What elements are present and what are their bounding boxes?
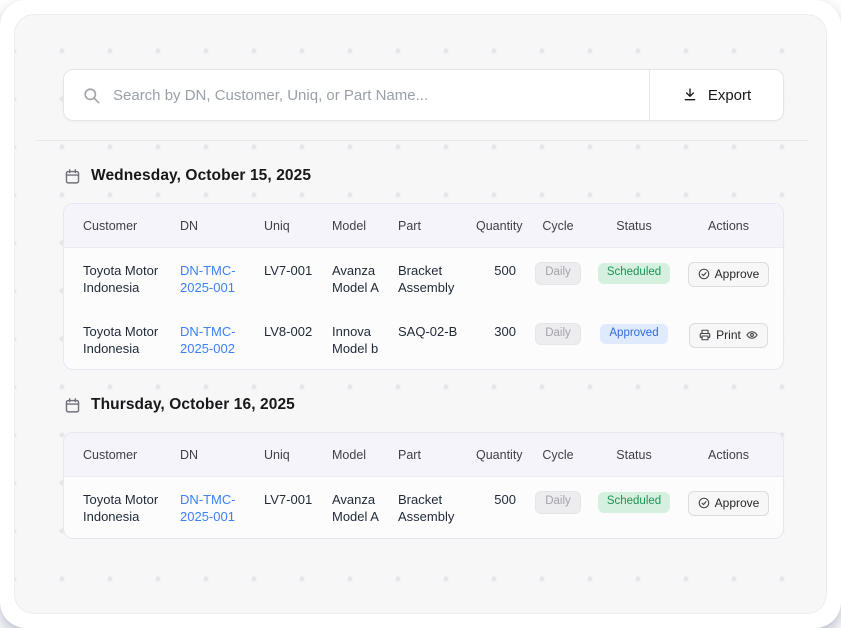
uniq-cell: LV7-001: [264, 263, 312, 278]
col-uniq: Uniq: [264, 204, 332, 248]
toolbar: Export: [63, 69, 784, 121]
model-cell: Innova Model b: [332, 324, 378, 356]
table-row: Toyota Motor Indonesia DN-TMC-2025-001 L…: [64, 477, 783, 538]
table-header-row: Customer DN Uniq Model Part Quantity Cyc…: [64, 433, 783, 477]
col-dn: DN: [180, 204, 264, 248]
col-customer: Customer: [64, 204, 180, 248]
cycle-badge: Daily: [535, 491, 581, 514]
col-customer: Customer: [64, 433, 180, 477]
date-header: Wednesday, October 15, 2025: [64, 167, 782, 185]
col-part: Part: [398, 204, 476, 248]
col-model: Model: [332, 433, 398, 477]
status-badge: Approved: [600, 324, 667, 345]
divider: [37, 140, 808, 141]
delivery-table: Customer DN Uniq Model Part Quantity Cyc…: [64, 433, 783, 538]
delivery-table-card: Customer DN Uniq Model Part Quantity Cyc…: [63, 203, 784, 370]
printer-icon: [699, 329, 711, 341]
quantity-cell: 500: [494, 492, 516, 507]
action-label: Approve: [715, 496, 760, 510]
model-cell: Avanza Model A: [332, 263, 379, 295]
calendar-icon: [64, 397, 81, 414]
approve-button[interactable]: Approve: [688, 262, 770, 287]
part-cell: Bracket Assembly: [398, 263, 454, 295]
part-cell: Bracket Assembly: [398, 492, 454, 524]
customer-cell: Toyota Motor Indonesia: [83, 492, 158, 524]
quantity-cell: 500: [494, 263, 516, 278]
action-label: Print: [716, 328, 741, 342]
col-cycle: Cycle: [530, 204, 594, 248]
search-icon: [82, 86, 101, 105]
col-status: Status: [594, 204, 682, 248]
uniq-cell: LV7-001: [264, 492, 312, 507]
quantity-cell: 300: [494, 324, 516, 339]
cycle-badge: Daily: [535, 323, 581, 346]
col-part: Part: [398, 433, 476, 477]
dn-link[interactable]: DN-TMC-2025-001: [180, 491, 248, 526]
cycle-badge: Daily: [535, 262, 581, 285]
circle-check-icon: [698, 497, 710, 509]
main-panel: Export Wednesday, October 15, 2025: [14, 14, 827, 614]
col-actions: Actions: [682, 433, 783, 477]
export-label: Export: [708, 87, 751, 104]
uniq-cell: LV8-002: [264, 324, 312, 339]
export-button[interactable]: Export: [649, 70, 783, 120]
col-quantity: Quantity: [476, 204, 530, 248]
app-card: Export Wednesday, October 15, 2025: [0, 0, 841, 628]
dn-link[interactable]: DN-TMC-2025-002: [180, 323, 248, 358]
delivery-table: Customer DN Uniq Model Part Quantity Cyc…: [64, 204, 783, 369]
part-cell: SAQ-02-B: [398, 324, 457, 339]
table-row: Toyota Motor Indonesia DN-TMC-2025-001 L…: [64, 248, 783, 309]
print-button[interactable]: Print: [689, 323, 768, 348]
table-header-row: Customer DN Uniq Model Part Quantity Cyc…: [64, 204, 783, 248]
calendar-icon: [64, 168, 81, 185]
customer-cell: Toyota Motor Indonesia: [83, 263, 158, 295]
search-input[interactable]: [113, 87, 631, 104]
status-badge: Scheduled: [598, 492, 670, 513]
date-header: Thursday, October 16, 2025: [64, 396, 782, 414]
circle-check-icon: [698, 268, 710, 280]
search-box: [64, 70, 649, 120]
dn-link[interactable]: DN-TMC-2025-001: [180, 262, 248, 297]
download-icon: [682, 87, 698, 103]
col-dn: DN: [180, 433, 264, 477]
customer-cell: Toyota Motor Indonesia: [83, 324, 158, 356]
col-cycle: Cycle: [530, 433, 594, 477]
approve-button[interactable]: Approve: [688, 491, 770, 516]
date-text: Thursday, October 16, 2025: [91, 396, 295, 414]
model-cell: Avanza Model A: [332, 492, 379, 524]
delivery-table-card: Customer DN Uniq Model Part Quantity Cyc…: [63, 432, 784, 539]
col-actions: Actions: [682, 204, 783, 248]
date-text: Wednesday, October 15, 2025: [91, 167, 311, 185]
col-quantity: Quantity: [476, 433, 530, 477]
col-model: Model: [332, 204, 398, 248]
eye-icon: [746, 329, 758, 341]
col-uniq: Uniq: [264, 433, 332, 477]
status-badge: Scheduled: [598, 263, 670, 284]
action-label: Approve: [715, 267, 760, 281]
table-row: Toyota Motor Indonesia DN-TMC-2025-002 L…: [64, 309, 783, 370]
col-status: Status: [594, 433, 682, 477]
